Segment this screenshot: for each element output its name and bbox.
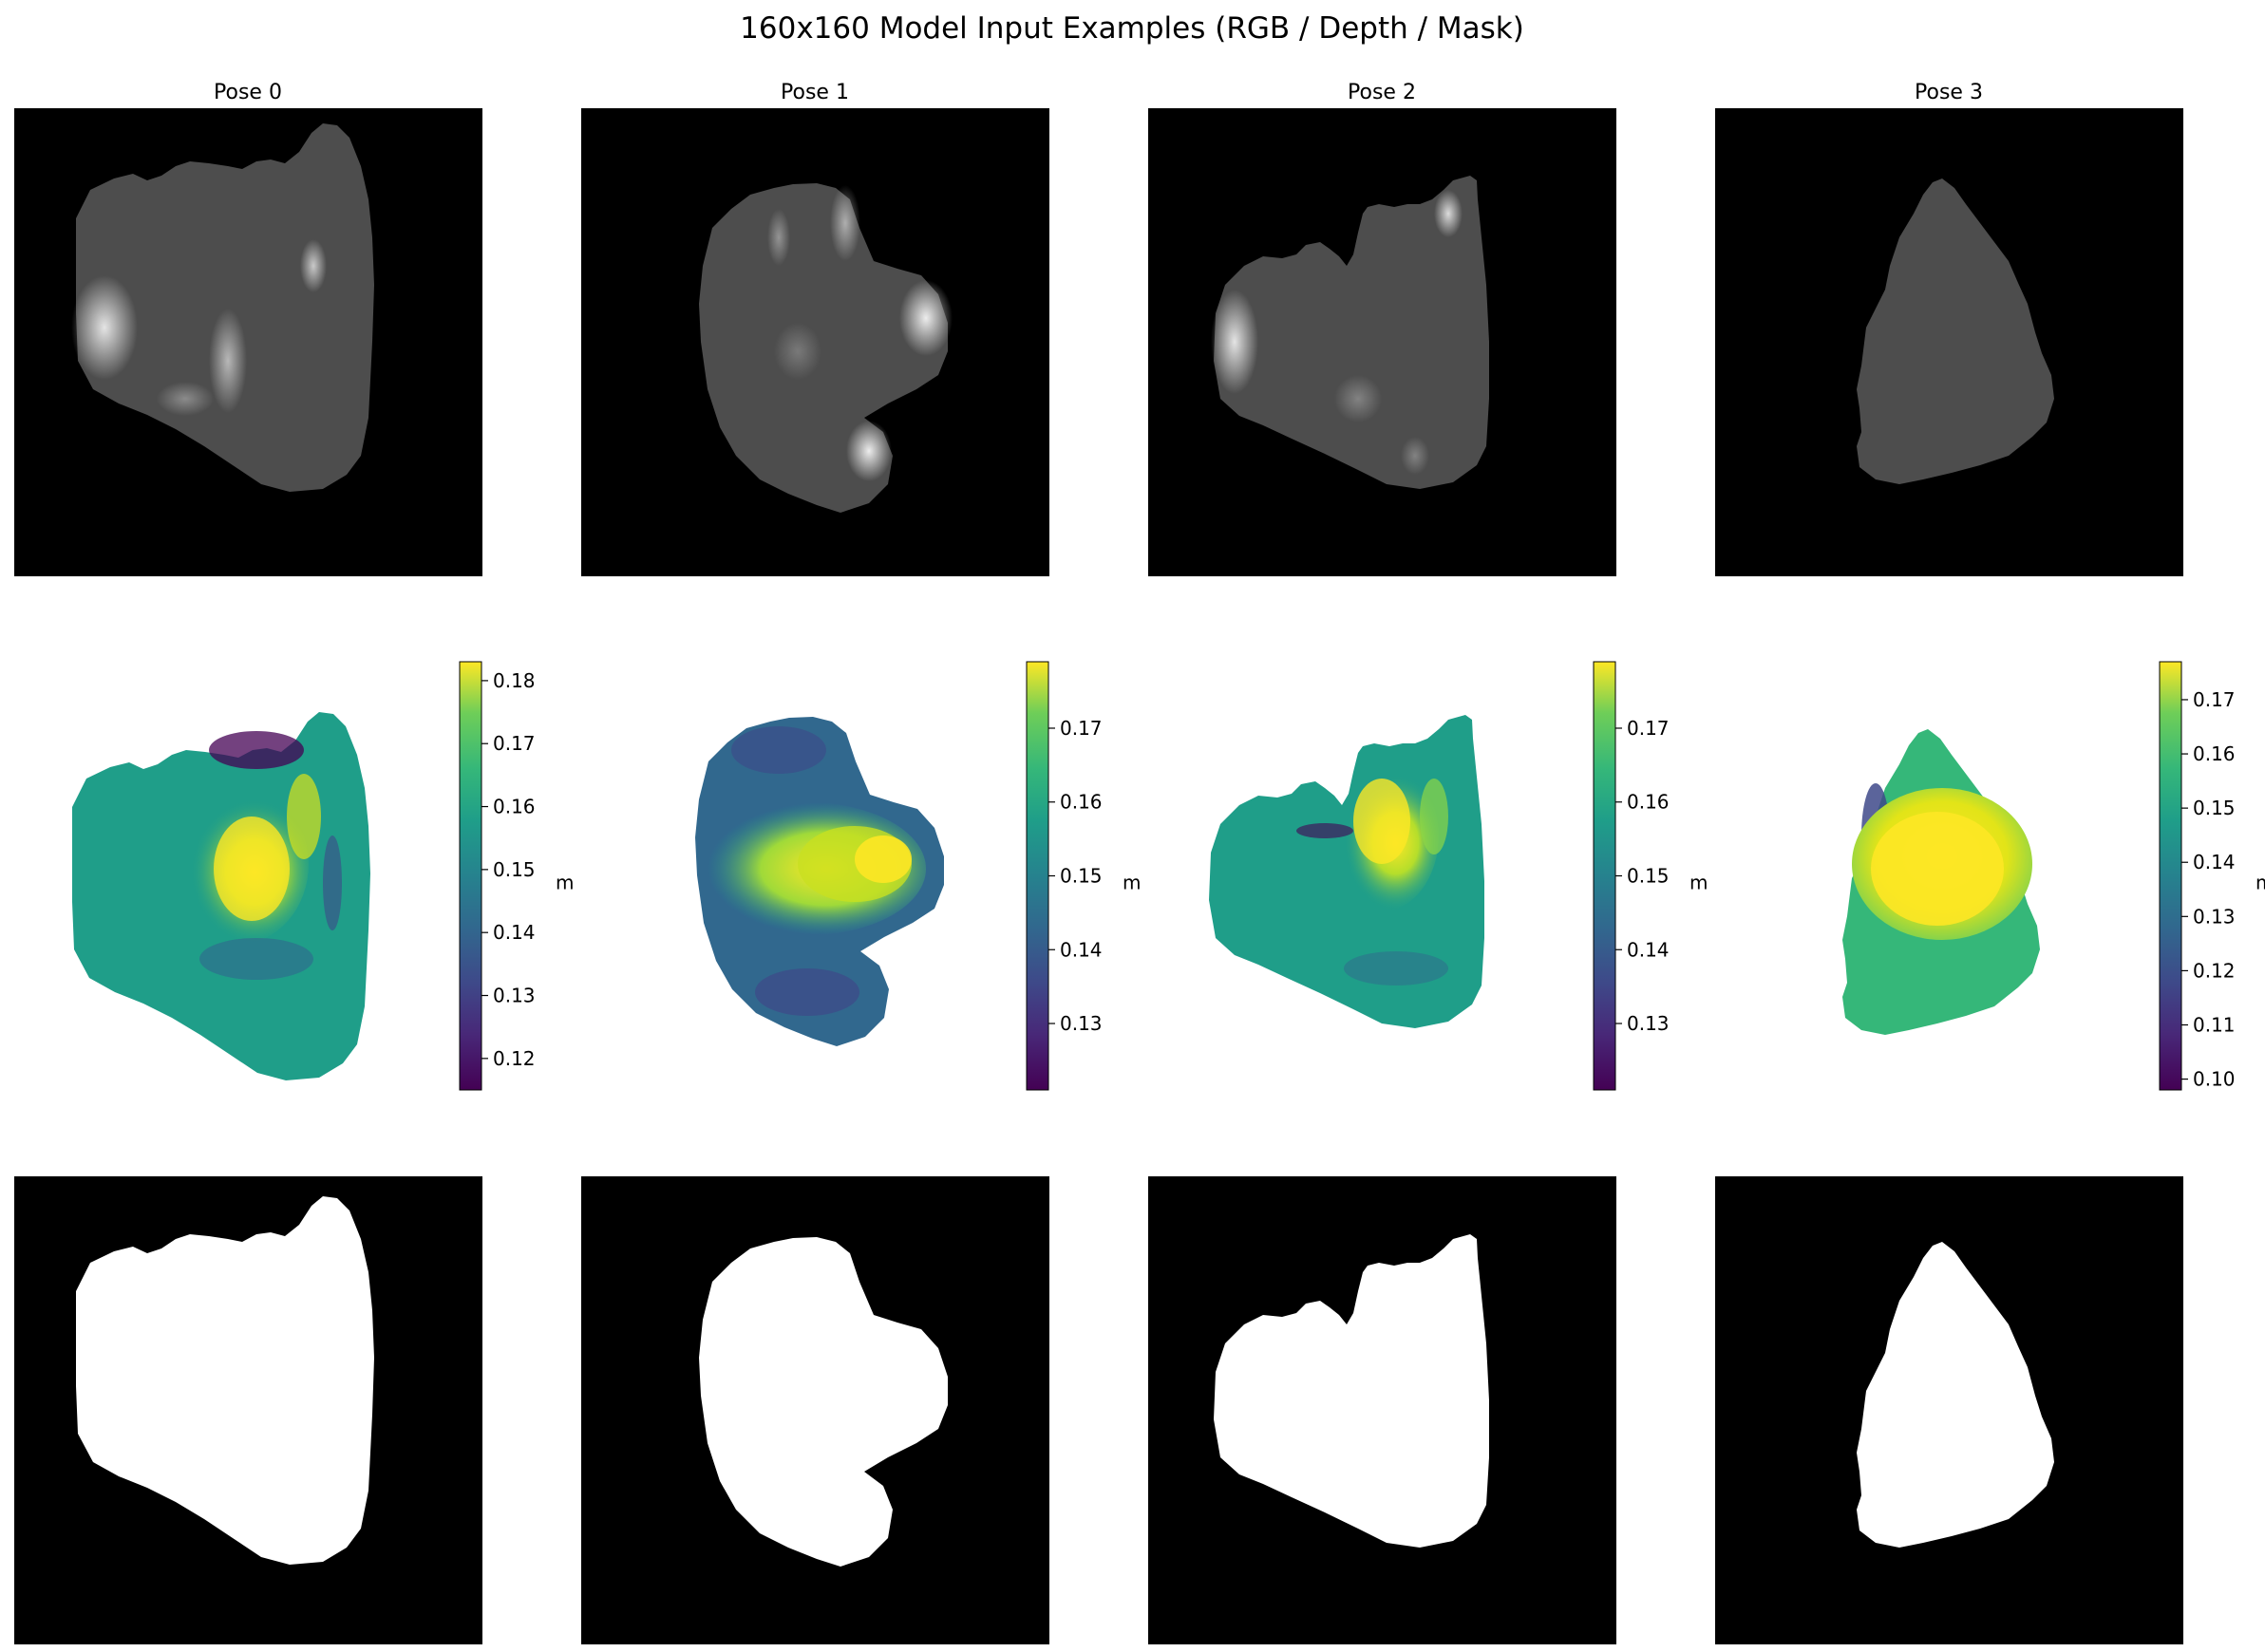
depth-pose-2-colorbar: 0.13 0.14 0.15 0.16 0.17 m bbox=[1593, 661, 1708, 1091]
rgb-pose-3-image bbox=[1715, 108, 2183, 576]
colorbar-tick-label: 0.17 bbox=[1060, 717, 1103, 740]
pose-2-title: Pose 2 bbox=[1348, 81, 1416, 104]
depth-pose-0-colorbar: 0.12 0.13 0.14 0.15 0.16 0.17 0.18 m bbox=[459, 661, 574, 1091]
depth-pose-1-colorbar: 0.13 0.14 0.15 0.16 0.17 m bbox=[1026, 661, 1141, 1091]
pose-0-title: Pose 0 bbox=[214, 81, 282, 104]
colorbar-tick-label: 0.13 bbox=[2193, 905, 2236, 928]
colorbar-gradient bbox=[459, 661, 482, 1091]
colorbar-tick-label: 0.18 bbox=[493, 669, 536, 692]
colorbar-tick-label: 0.17 bbox=[2193, 688, 2236, 711]
colorbar-tick-label: 0.14 bbox=[2193, 851, 2236, 873]
colorbar-gradient bbox=[2159, 661, 2182, 1091]
mask-row bbox=[14, 1176, 2183, 1644]
colorbar-unit-label: m bbox=[2256, 872, 2265, 894]
pose-3-title: Pose 3 bbox=[1915, 81, 1983, 104]
mask-pose-2-image bbox=[1148, 1176, 1616, 1644]
depth-pose-2-image bbox=[1209, 715, 1484, 1028]
mask-pose-0-image bbox=[14, 1176, 482, 1644]
rgb-row bbox=[14, 108, 2183, 576]
figure-title: 160x160 Model Input Examples (RGB / Dept… bbox=[740, 11, 1524, 46]
colorbar-tick-label: 0.16 bbox=[1627, 791, 1670, 814]
colorbar-tick-label: 0.15 bbox=[493, 858, 536, 881]
mask-pose-1-image bbox=[581, 1176, 1049, 1644]
colorbar-tick-label: 0.13 bbox=[1627, 1012, 1670, 1035]
colorbar-tick-label: 0.14 bbox=[493, 921, 536, 944]
colorbar-tick-label: 0.11 bbox=[2193, 1013, 2236, 1036]
colorbar-tick-label: 0.14 bbox=[1627, 938, 1670, 961]
colorbar-tick-label: 0.16 bbox=[1060, 791, 1103, 814]
colorbar-tick-label: 0.10 bbox=[2193, 1068, 2236, 1091]
colorbar-tick-label: 0.17 bbox=[1627, 717, 1670, 740]
colorbar-gradient bbox=[1026, 661, 1049, 1091]
colorbar-tick-label: 0.15 bbox=[2193, 797, 2236, 819]
colorbar-unit-label: m bbox=[556, 872, 574, 894]
colorbar-tick-label: 0.15 bbox=[1627, 865, 1670, 888]
colorbar-tick-label: 0.13 bbox=[1060, 1012, 1103, 1035]
colorbar-tick-label: 0.13 bbox=[493, 985, 536, 1007]
depth-row: 0.120.130.140.150.160.170.18m 0.130.140.… bbox=[72, 661, 2265, 1091]
colorbar-tick-label: 0.12 bbox=[493, 1047, 536, 1070]
colorbar-tick-label: 0.12 bbox=[2193, 959, 2236, 982]
colorbar-unit-label: m bbox=[1689, 872, 1708, 894]
pose-1-title: Pose 1 bbox=[781, 81, 849, 104]
rgb-pose-2-image bbox=[1148, 108, 1616, 576]
colorbar-tick-label: 0.16 bbox=[493, 796, 536, 818]
depth-pose-3-colorbar: 0.10 0.11 0.12 0.13 0.14 0.15 0.16 0.17 m bbox=[2159, 661, 2265, 1091]
colorbar-unit-label: m bbox=[1123, 872, 1141, 894]
depth-pose-1-image bbox=[689, 717, 944, 1046]
depth-pose-3-image bbox=[1842, 729, 2040, 1035]
rgb-pose-0-image bbox=[14, 108, 482, 576]
colorbar-tick-label: 0.16 bbox=[2193, 742, 2236, 765]
mask-pose-3-image bbox=[1715, 1176, 2183, 1644]
colorbar-tick-label: 0.14 bbox=[1060, 938, 1103, 961]
colorbar-gradient bbox=[1593, 661, 1616, 1091]
colorbar-tick-label: 0.17 bbox=[493, 732, 536, 755]
rgb-pose-1-image bbox=[581, 108, 1049, 576]
depth-pose-0-image bbox=[72, 712, 370, 1080]
colorbar-tick-label: 0.15 bbox=[1060, 865, 1103, 888]
